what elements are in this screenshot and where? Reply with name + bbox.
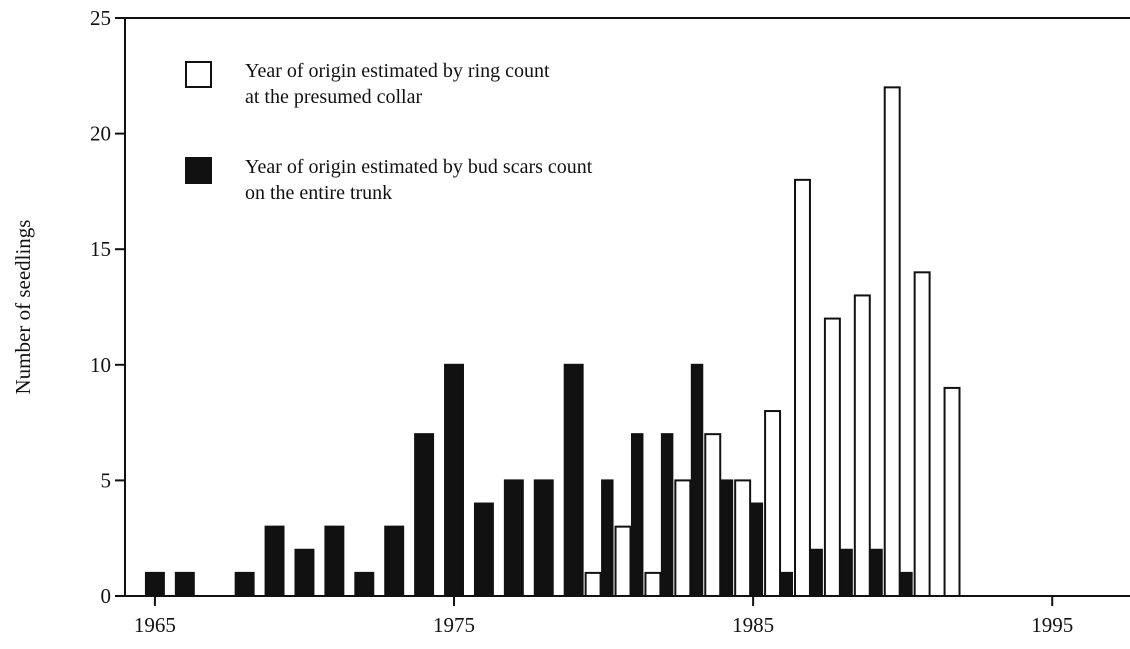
bar — [294, 548, 315, 598]
bar — [883, 86, 901, 598]
y-tick-label: 0 — [101, 584, 112, 608]
x-tick-label: 1995 — [1031, 613, 1073, 637]
bar — [563, 363, 584, 597]
bar — [444, 363, 464, 597]
bar — [794, 178, 811, 597]
bar — [943, 386, 961, 598]
bar — [144, 571, 165, 598]
bar — [810, 548, 823, 598]
bar — [734, 479, 752, 597]
bar — [354, 571, 375, 598]
bar — [614, 525, 632, 598]
bar — [601, 479, 614, 597]
y-axis-label: Number of seedlings — [11, 220, 35, 395]
bar — [674, 479, 692, 597]
bar — [473, 502, 494, 597]
y-tick-label: 10 — [90, 353, 111, 377]
y-tick-label: 20 — [90, 122, 111, 146]
legend-label: Year of origin estimated by ring count a… — [245, 60, 550, 108]
bar — [720, 479, 734, 597]
bar — [690, 363, 704, 597]
bar — [780, 571, 794, 598]
bar — [704, 433, 722, 597]
bar — [823, 317, 841, 597]
bar — [234, 571, 255, 598]
bar — [264, 525, 285, 598]
x-tick-label: 1985 — [732, 613, 774, 637]
bar — [174, 571, 195, 598]
bar — [870, 548, 883, 598]
bar — [503, 479, 524, 597]
bar — [840, 548, 853, 598]
bar — [630, 433, 644, 597]
y-tick-label: 15 — [90, 237, 111, 261]
bar — [764, 410, 782, 598]
bar — [853, 294, 871, 597]
bar — [533, 479, 554, 597]
bar — [414, 433, 435, 597]
bar — [644, 571, 662, 598]
bar — [913, 271, 931, 597]
x-tick-label: 1975 — [433, 613, 475, 637]
bar — [584, 571, 602, 598]
bar — [324, 525, 345, 598]
bar — [384, 525, 405, 598]
y-tick-label: 25 — [90, 6, 111, 30]
legend-label: Year of origin estimated by bud scars co… — [245, 156, 593, 204]
bar — [750, 502, 764, 597]
x-tick-label: 1965 — [134, 613, 176, 637]
y-tick-label: 5 — [101, 468, 112, 492]
legend-swatch — [185, 157, 212, 184]
bar — [660, 433, 674, 597]
legend-swatch — [185, 61, 212, 88]
bar — [900, 571, 913, 598]
